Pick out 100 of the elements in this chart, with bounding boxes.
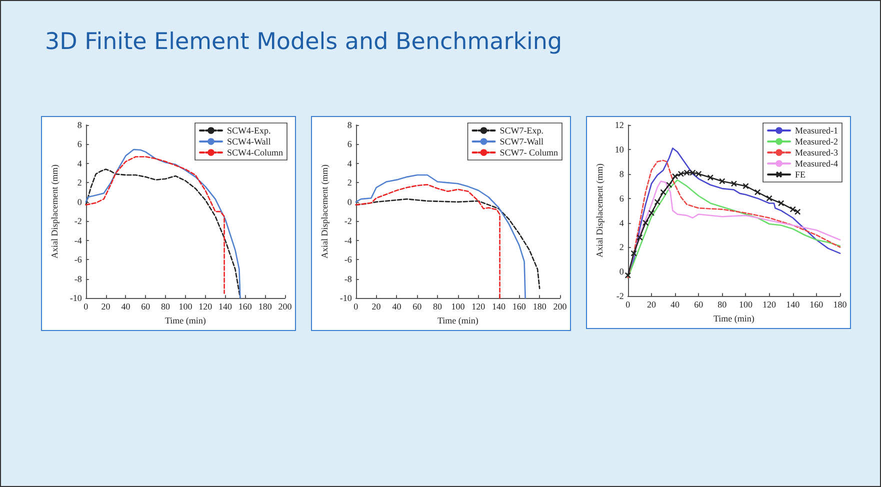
legend-label: SCW7-Wall	[500, 136, 544, 146]
x-tick-label: 120	[198, 302, 213, 312]
legend-label: SCW7- Column	[500, 148, 558, 158]
line-series	[355, 198, 540, 290]
y-tick-label: -6	[344, 254, 352, 265]
y-tick-label: 8	[619, 168, 624, 179]
y-tick-label: 2	[77, 178, 82, 188]
x-tick-label: 20	[101, 302, 111, 312]
y-tick-label: 6	[619, 193, 624, 204]
y-tick-label: -8	[74, 274, 82, 284]
point	[624, 272, 631, 278]
x-tick-label: 140	[218, 302, 233, 312]
x-tick-label: 40	[121, 302, 131, 312]
x-tick-label: 180	[532, 302, 547, 312]
x-tick-label: 40	[670, 300, 680, 310]
x-tick-label: 140	[786, 300, 800, 310]
x-tick-label: 60	[412, 302, 422, 312]
point	[754, 189, 761, 196]
point	[790, 206, 796, 212]
point	[666, 182, 672, 188]
point	[707, 174, 714, 181]
x-axis-title: Time (min)	[437, 316, 478, 326]
y-tick-label: 0	[347, 196, 352, 207]
point	[778, 200, 784, 206]
x-tick-label: 80	[433, 302, 443, 312]
y-tick-label: 12	[614, 120, 624, 130]
x-tick-label: 200	[278, 302, 292, 312]
y-tick-label: 2	[619, 242, 624, 252]
x-tick-label: 40	[392, 302, 402, 312]
x-tick-label: 120	[472, 302, 486, 312]
x-tick-label: 20	[372, 302, 382, 312]
legend-label: SCW7-Exp.	[500, 126, 544, 136]
y-tick-label: -2	[616, 291, 624, 302]
y-tick-label: -4	[74, 235, 82, 246]
line-series	[85, 156, 225, 294]
y-tick-label: 0	[77, 196, 82, 207]
legend-label: SCW4-Wall	[226, 136, 272, 146]
y-tick-label: -10	[340, 293, 352, 304]
x-tick-label: 160	[810, 300, 824, 310]
legend-label: Measured-1	[795, 126, 838, 136]
y-tick-label: 8	[347, 120, 352, 130]
x-tick-label: 80	[718, 300, 728, 310]
y-tick-label: 6	[77, 139, 82, 150]
legend-label: SCW4-Exp.	[226, 126, 271, 136]
chart-title: 3D Finite Element Models and Benchmarking	[45, 29, 562, 55]
point	[654, 198, 660, 206]
point	[648, 210, 655, 216]
x-tick-label: 0	[626, 300, 631, 310]
x-tick-label: 80	[161, 302, 171, 312]
y-tick-label: -2	[74, 216, 82, 226]
legend-label: FE	[795, 170, 806, 180]
y-tick-label: 6	[347, 139, 352, 150]
legend-label: Measured-3	[795, 148, 838, 158]
y-tick-label: 0	[619, 266, 624, 277]
x-tick-label: 100	[738, 300, 753, 310]
point	[684, 170, 690, 176]
y-tick-label: 8	[77, 120, 82, 130]
legend-label: SCW4-Column	[226, 148, 284, 158]
y-tick-label: 4	[619, 218, 624, 228]
point	[642, 220, 649, 226]
x-axis-title: Time (min)	[164, 316, 206, 326]
y-axis-title: Axial Displacement (mm)	[320, 164, 330, 259]
point	[660, 189, 666, 196]
x-tick-label: 20	[646, 300, 656, 310]
y-tick-label: 4	[347, 158, 352, 168]
point	[766, 195, 772, 202]
point	[636, 234, 643, 241]
x-tick-label: 180	[258, 302, 272, 312]
point	[696, 170, 702, 177]
y-tick-label: 4	[77, 158, 82, 168]
y-axis-title: Axial Displacement (mm)	[50, 164, 60, 259]
line-series	[355, 184, 500, 299]
x-tick-label: 160	[238, 302, 252, 312]
legend-label: Measured-4	[795, 158, 838, 168]
point	[730, 180, 738, 187]
legend-label: Measured-2	[795, 136, 838, 146]
point	[794, 208, 801, 215]
x-tick-label: 160	[512, 302, 526, 312]
y-tick-label: -10	[70, 293, 82, 304]
y-tick-label: -2	[344, 216, 352, 226]
x-tick-label: 0	[354, 302, 359, 312]
x-tick-label: 60	[141, 302, 151, 312]
y-tick-label: -4	[344, 235, 352, 246]
y-tick-label: -8	[344, 274, 352, 284]
x-tick-label: 180	[833, 300, 848, 310]
x-tick-label: 140	[492, 302, 506, 312]
y-tick-label: 10	[614, 144, 624, 154]
point	[742, 183, 749, 190]
x-tick-label: 60	[694, 300, 704, 310]
point	[690, 170, 696, 176]
x-tick-label: 200	[553, 302, 568, 312]
x-axis-title: Time (min)	[713, 314, 754, 324]
x-tick-label: 120	[762, 300, 777, 310]
x-tick-label: 100	[178, 302, 193, 312]
point	[719, 178, 726, 184]
y-tick-label: 2	[347, 178, 352, 188]
point	[672, 173, 678, 180]
point	[678, 170, 684, 177]
y-axis-title: Axial Displacement (mm)	[594, 164, 604, 258]
point	[630, 250, 637, 256]
